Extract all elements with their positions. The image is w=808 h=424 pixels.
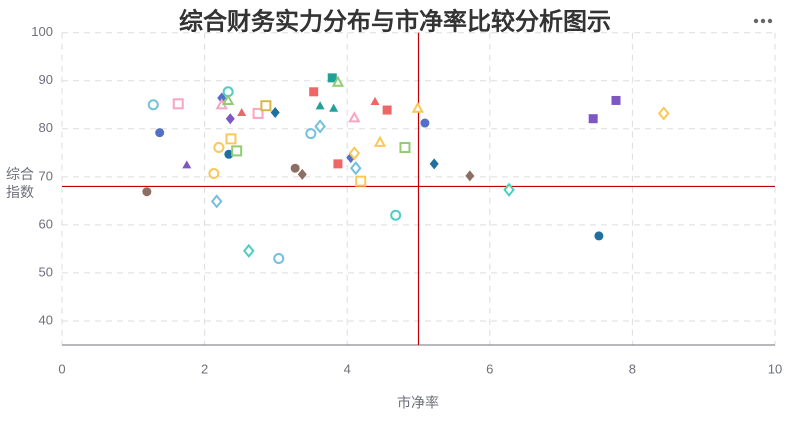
scatter-point: [316, 101, 325, 109]
y-tick-label: 60: [39, 216, 53, 231]
x-tick-label: 0: [58, 361, 65, 376]
scatter-point: [351, 163, 360, 174]
scatter-point: [174, 99, 183, 108]
chart: 综合财务实力分布与市净率比较分析图示 市净率 40 50 60 70 80 90 100 0 2…: [0, 0, 808, 419]
x-tick-label: 8: [629, 361, 636, 376]
scatter-point: [209, 169, 218, 178]
scatter-point: [383, 106, 392, 115]
y-tick-label: 90: [39, 72, 53, 87]
scatter-point: [612, 96, 621, 105]
menu-icon[interactable]: [754, 19, 772, 23]
scatter-point: [149, 100, 158, 109]
x-tick-label: 10: [768, 361, 782, 376]
y-tick-label: 100: [31, 24, 53, 39]
scatter-point: [309, 87, 318, 96]
y-tick-label: 40: [39, 312, 53, 327]
scatter-point: [298, 169, 307, 180]
scatter-point: [232, 146, 241, 155]
chart-title: 综合财务实力分布与市净率比较分析图示: [179, 7, 611, 35]
scatter-point: [413, 104, 422, 112]
scatter-point: [237, 108, 246, 116]
scatter-point: [350, 113, 359, 121]
scatter-point: [226, 113, 235, 124]
scatter-point: [271, 107, 280, 118]
x-tick-label: 4: [344, 361, 351, 376]
scatter-point: [142, 187, 151, 196]
scatter-point: [306, 129, 315, 138]
scatter-point: [659, 108, 668, 119]
y-tick-label: 80: [39, 120, 53, 135]
x-axis-label: 市净率: [397, 395, 439, 411]
y-axis-label: 综合指数: [6, 165, 36, 201]
scatter-point: [420, 119, 429, 128]
x-tick-label: 6: [486, 361, 493, 376]
scatter-point: [182, 160, 191, 168]
page: 综合财务实力分布与市净率比较分析图示 市净率 40 50 60 70 80 90 100 0 2…: [0, 0, 808, 419]
scatter-point: [391, 211, 400, 220]
scatter-point: [316, 121, 325, 132]
scatter-point: [244, 245, 253, 256]
x-tick-label: 2: [201, 361, 208, 376]
scatter-point: [430, 158, 439, 169]
scatter-point: [261, 101, 270, 110]
y-tick-label: 70: [39, 168, 53, 183]
scatter-point: [589, 114, 598, 123]
scatter-point: [291, 164, 300, 173]
scatter-point: [155, 128, 164, 137]
scatter-point: [356, 177, 365, 186]
y-tick-label: 50: [39, 264, 53, 279]
scatter-point: [400, 143, 409, 152]
scatter-point: [465, 170, 474, 181]
scatter-point: [274, 254, 283, 263]
scatter-point: [375, 138, 384, 146]
scatter-point: [333, 159, 342, 168]
scatter-point: [371, 97, 380, 105]
scatter-point: [214, 143, 223, 152]
scatter-point: [329, 104, 338, 112]
scatter-point: [226, 134, 235, 143]
scatter-point: [594, 231, 603, 240]
scatter-point: [212, 196, 221, 207]
